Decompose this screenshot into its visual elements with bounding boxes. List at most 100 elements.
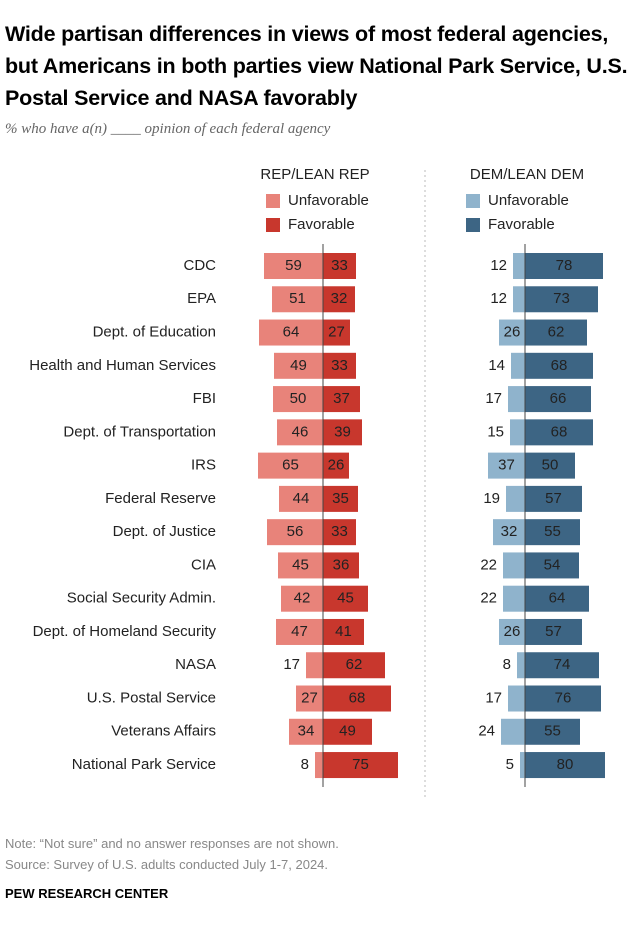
- category-label: National Park Service: [72, 756, 216, 773]
- value-label: 51: [289, 290, 306, 307]
- bar: [525, 718, 580, 745]
- bar: [520, 752, 525, 779]
- value-label: 74: [554, 656, 571, 673]
- bar: [513, 286, 525, 313]
- value-label: 45: [337, 590, 354, 607]
- bar: [264, 253, 323, 279]
- value-label: 57: [545, 623, 562, 640]
- bar: [525, 552, 579, 579]
- value-label: 66: [550, 390, 567, 407]
- bar: [510, 419, 525, 446]
- chart: CDC EPA Dept. of Education Health and Human…: [29, 166, 605, 800]
- bar: [493, 519, 525, 546]
- category-label: U.S. Postal Service: [87, 689, 216, 706]
- value-label: 33: [331, 357, 348, 374]
- category-label: CIA: [191, 556, 216, 573]
- value-label: 41: [335, 623, 352, 640]
- bar: [281, 585, 323, 612]
- value-label: 54: [544, 556, 561, 573]
- value-label: 19: [483, 490, 500, 507]
- value-label: 39: [334, 423, 351, 440]
- bar: [323, 718, 372, 745]
- value-label: 49: [339, 723, 356, 740]
- bar: [323, 419, 362, 446]
- bar: [323, 652, 385, 679]
- category-label: Social Security Admin.: [67, 590, 216, 607]
- value-label: 17: [485, 390, 502, 407]
- bar: [323, 752, 398, 779]
- value-label: 47: [291, 623, 308, 640]
- value-label: 34: [298, 723, 315, 740]
- bar: [323, 319, 350, 346]
- value-label: 45: [292, 556, 309, 573]
- bar: [323, 253, 356, 279]
- legend-swatch: [466, 194, 480, 208]
- value-label: 56: [287, 523, 304, 540]
- value-label: 27: [301, 689, 318, 706]
- bar: [323, 452, 349, 479]
- bar: [525, 752, 605, 779]
- value-label: 26: [328, 457, 345, 474]
- value-label: 12: [490, 290, 507, 307]
- bar: [259, 319, 323, 346]
- bar: [525, 585, 589, 612]
- bar: [525, 652, 599, 679]
- legend-swatch: [466, 218, 480, 232]
- value-label: 42: [294, 590, 311, 607]
- category-label: IRS: [191, 457, 216, 474]
- value-label: 64: [549, 590, 566, 607]
- value-label: 68: [551, 357, 568, 374]
- value-label: 33: [331, 523, 348, 540]
- value-label: 68: [349, 689, 366, 706]
- chart-subtitle: % who have a(n) ____ opinion of each fed…: [5, 121, 331, 137]
- bar: [278, 552, 323, 579]
- bar: [508, 685, 525, 712]
- value-label: 62: [548, 324, 565, 341]
- bar: [272, 286, 323, 313]
- category-label: EPA: [187, 290, 216, 307]
- value-label: 50: [542, 457, 559, 474]
- value-label: 73: [553, 290, 570, 307]
- value-label: 32: [501, 523, 518, 540]
- bar: [511, 352, 525, 379]
- category-label: Dept. of Transportation: [63, 423, 216, 440]
- value-label: 26: [504, 324, 521, 341]
- category-label: NASA: [175, 656, 216, 673]
- bar: [279, 485, 323, 512]
- category-label: Veterans Affairs: [111, 723, 216, 740]
- value-label: 32: [331, 290, 348, 307]
- bar: [277, 419, 323, 446]
- category-label: Federal Reserve: [105, 490, 216, 507]
- value-label: 36: [333, 556, 350, 573]
- bar: [525, 319, 587, 346]
- bar: [323, 552, 359, 579]
- value-label: 35: [332, 490, 349, 507]
- bar: [273, 386, 323, 413]
- bar: [503, 552, 525, 579]
- bar: [525, 386, 591, 413]
- bar: [258, 452, 323, 479]
- bar: [296, 685, 323, 712]
- bar: [315, 752, 323, 779]
- bar: [323, 685, 391, 712]
- bar: [306, 652, 323, 679]
- bar: [289, 718, 323, 745]
- bar: [323, 352, 356, 379]
- value-label: 50: [290, 390, 307, 407]
- value-label: 59: [285, 257, 302, 274]
- value-label: 46: [292, 423, 309, 440]
- value-label: 64: [283, 324, 300, 341]
- value-label: 75: [352, 756, 369, 773]
- value-label: 8: [503, 656, 511, 673]
- bar: [513, 253, 525, 279]
- value-label: 37: [333, 390, 350, 407]
- value-label: 65: [282, 457, 299, 474]
- source: Source: Survey of U.S. adults conducted …: [5, 857, 329, 872]
- panel-title: DEM/LEAN DEM: [470, 166, 584, 183]
- bar: [525, 286, 598, 313]
- value-label: 8: [301, 756, 309, 773]
- value-label: 26: [504, 623, 521, 640]
- chart-title: Wide partisan differences in views of mo…: [5, 22, 628, 110]
- bar: [525, 618, 582, 645]
